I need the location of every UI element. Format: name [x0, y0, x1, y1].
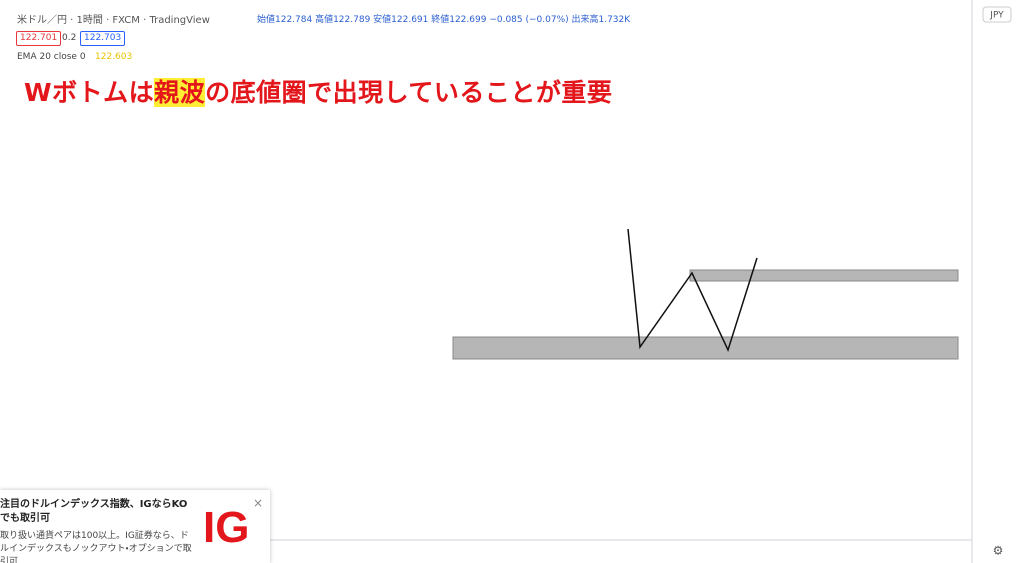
- indicator-value: 122.603: [95, 52, 133, 62]
- ad-title: 注目のドルインデックス指数、IGならKOでも取引可: [0, 499, 188, 524]
- ad-body: 取り扱い通貨ペアは100以上。IG証券なら、ドルインデックスもノックアウト・オプ…: [0, 531, 192, 563]
- ad-close[interactable]: ×: [253, 496, 264, 510]
- w-bottom-drawing: [627, 228, 758, 353]
- annotation-highlight: 親波: [154, 78, 206, 107]
- bid-price[interactable]: 122.701: [16, 31, 62, 46]
- ad-banner[interactable]: 注目のドルインデックス指数、IGならKOでも取引可 取り扱い通貨ペアは100以上…: [0, 490, 270, 563]
- resistance-zone: [689, 269, 959, 282]
- currency-label: JPY: [989, 11, 1004, 21]
- annotation: Wボトムは親波の底値圏で出現していることが重要: [24, 73, 612, 109]
- ad-logo: IG: [203, 503, 250, 552]
- symbol-title: 米ドル／円 · 1時間 · FXCM · TradingView: [17, 15, 210, 26]
- currency-button[interactable]: [982, 6, 1012, 23]
- ohlc-values: 始値122.784 高値122.789 安値122.691 終値122.699 …: [257, 15, 631, 25]
- settings-icon[interactable]: ⚙: [993, 544, 1004, 558]
- ask-price[interactable]: 122.703: [80, 31, 126, 46]
- spread: 0.2: [62, 33, 77, 43]
- support-zone: [452, 336, 959, 360]
- annotation-text: の底値圏で出現していることが重要: [205, 78, 613, 107]
- indicator-name: EMA 20 close 0: [17, 52, 86, 62]
- annotation-text: Wボトムは: [24, 78, 155, 107]
